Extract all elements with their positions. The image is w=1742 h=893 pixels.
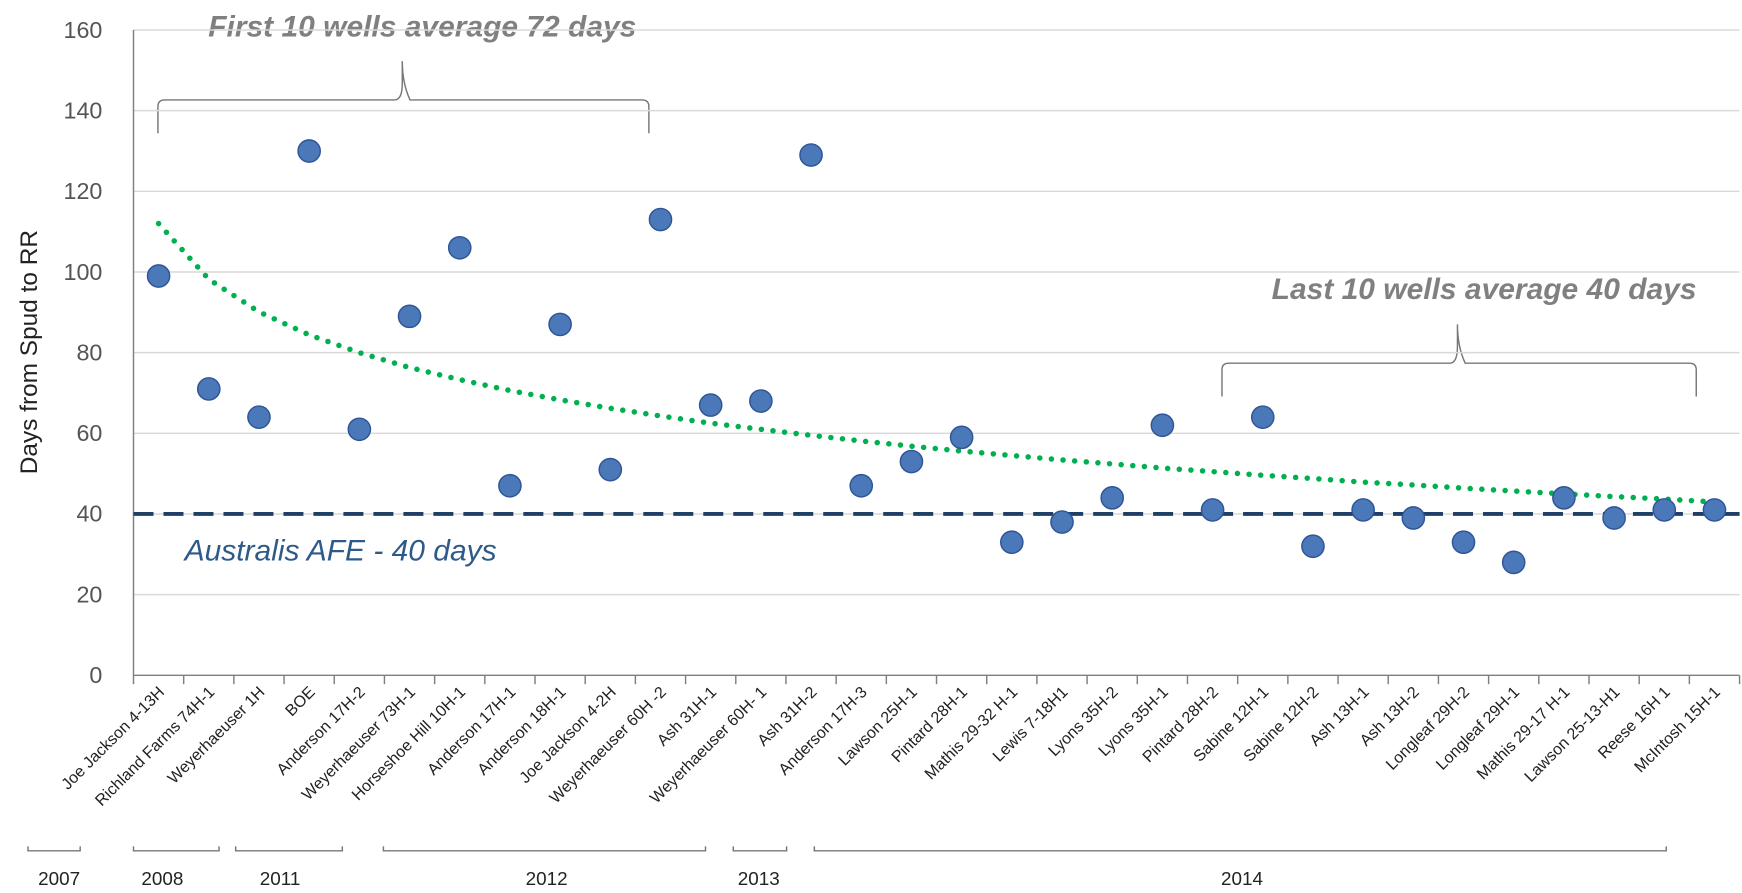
point: [447, 235, 472, 260]
brace: [157, 61, 650, 134]
point: [297, 139, 321, 163]
y-tick-label: 40: [76, 501, 102, 527]
point: [1702, 498, 1727, 522]
y-tick-label: 120: [63, 178, 102, 204]
point: [1401, 506, 1426, 530]
bracket: [813, 846, 1667, 852]
bracket: [732, 846, 788, 852]
point: [146, 264, 171, 288]
point: [598, 457, 623, 482]
brace: [1221, 324, 1697, 397]
x-tick-label: Weyerhaeuser 1H: [164, 683, 268, 787]
point: [196, 377, 221, 401]
y-tick-label: 60: [76, 420, 102, 446]
point: [648, 207, 673, 232]
y-tick-label: 100: [63, 259, 102, 285]
point: [698, 393, 723, 417]
point: [1602, 506, 1626, 530]
x-tick-label: Anderson 17H-2: [273, 683, 369, 779]
point: [548, 312, 572, 337]
point: [247, 405, 271, 430]
point: [397, 304, 422, 329]
year-label: 2014: [1221, 869, 1263, 890]
point: [1652, 498, 1677, 522]
point: [849, 473, 874, 498]
year-brackets: [27, 846, 1667, 852]
point: [1501, 550, 1526, 575]
x-tick-label: Lawson 25-13-H1: [1521, 683, 1624, 786]
year-label: 2013: [738, 869, 780, 890]
year-label: 2011: [260, 869, 301, 890]
point: [1451, 530, 1476, 555]
year-label: 2012: [526, 869, 568, 890]
y-tick-label: 140: [63, 97, 102, 123]
x-tick-label: BOE: [282, 683, 319, 720]
point: [999, 530, 1024, 555]
x-tick-label: Mathis 29-17 H-1: [1473, 683, 1573, 783]
annotation: Last 10 wells average 40 days: [1272, 273, 1697, 306]
y-tick-label: 20: [76, 581, 102, 607]
y-tick-label: 160: [63, 17, 102, 43]
point: [1250, 405, 1275, 430]
point: [1150, 413, 1175, 438]
point: [1552, 486, 1576, 510]
point: [749, 389, 773, 413]
bracket: [27, 846, 81, 852]
point: [949, 425, 974, 450]
x-tick-label: McIntosh 15H-1: [1631, 683, 1724, 776]
point: [1200, 498, 1225, 522]
x-tick-label: Anderson 18H-1: [474, 683, 570, 779]
bracket: [132, 846, 220, 852]
reference-label: Australis AFE - 40 days: [183, 535, 497, 568]
point: [1050, 510, 1074, 534]
y-tick-label: 80: [76, 339, 102, 365]
point: [799, 143, 823, 167]
x-tick-label: Mathis 29-32 H-1: [921, 683, 1021, 783]
point: [1351, 498, 1375, 522]
x-tick-label: Anderson 17H-3: [775, 683, 871, 779]
x-tick-label: Anderson 17H-1: [424, 683, 520, 779]
year-label: 2007: [38, 869, 80, 890]
y-tick-label: 0: [89, 662, 102, 688]
year-label: 2008: [141, 869, 183, 890]
y-axis-label: Days from Spud to RR: [16, 230, 43, 474]
point: [347, 417, 372, 442]
point: [1301, 534, 1325, 559]
annotation: First 10 wells average 72 days: [208, 11, 636, 44]
point: [899, 449, 924, 474]
point: [498, 473, 522, 498]
bracket: [382, 846, 707, 852]
trendline: [155, 220, 1718, 505]
point: [1100, 486, 1125, 510]
bracket: [234, 846, 344, 852]
